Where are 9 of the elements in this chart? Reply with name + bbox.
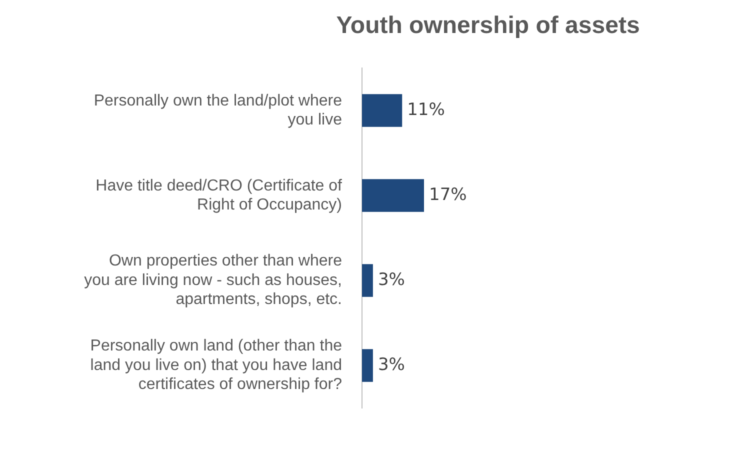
y-tick-label: Have title deed/CRO (Certificate of Right of Occupancy) bbox=[96, 177, 343, 214]
data-label: 3% bbox=[378, 354, 405, 375]
text: Youth ownership of assets bbox=[335, 12, 641, 40]
data-label: 17% bbox=[429, 184, 467, 205]
y-tick-label: Personally own the land/plot where you live bbox=[94, 92, 342, 129]
data-label: 11% bbox=[407, 100, 445, 120]
y-tick-label: Own properties other than where you are living now - such as houses, apartments, shops, etc. bbox=[84, 252, 342, 308]
data-label: 3% bbox=[378, 270, 405, 290]
y-tick-label: Personally own land (other than the land you live on) that you have land certificates of ownership for? bbox=[90, 338, 342, 394]
